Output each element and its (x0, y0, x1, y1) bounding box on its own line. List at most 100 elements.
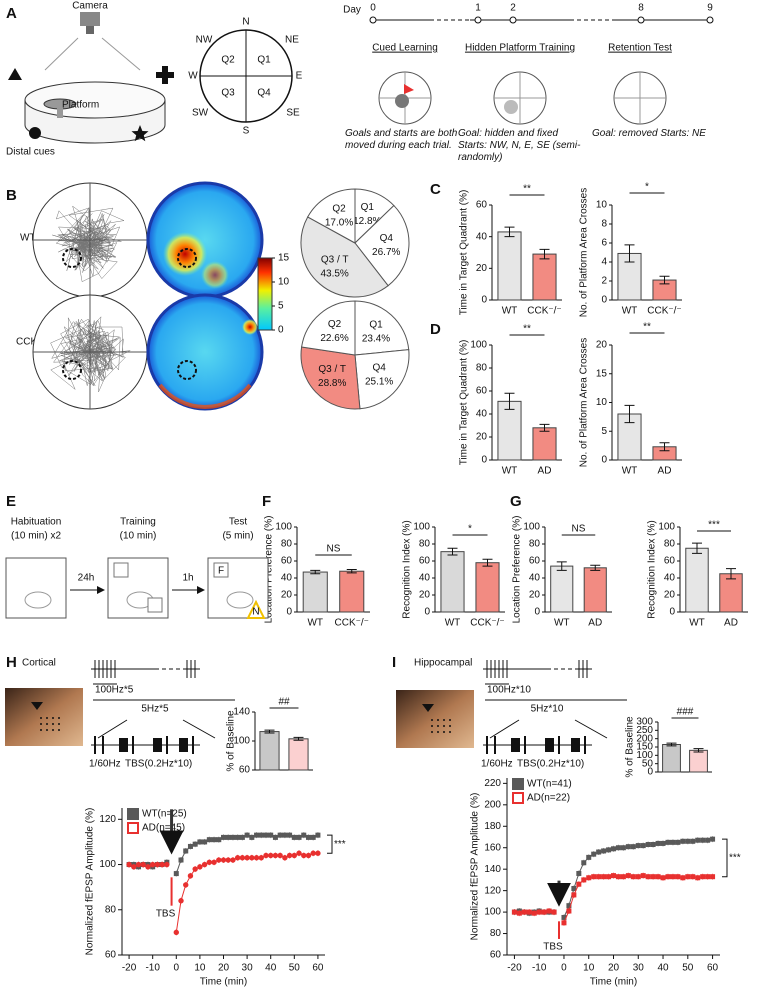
point (301, 852, 307, 859)
point (258, 832, 264, 838)
y-tick-label: 20 (529, 590, 541, 601)
colorbar (257, 257, 273, 331)
stage-title: Hidden Platform Training (465, 43, 575, 54)
point (296, 850, 302, 856)
point (536, 909, 542, 915)
x-tick-label: 20 (218, 963, 230, 974)
point (310, 850, 316, 856)
point (576, 870, 582, 876)
y-axis-label: % of Baseline (226, 710, 237, 772)
y-tick-label: 0 (669, 607, 675, 618)
direction: NE (285, 35, 299, 46)
point (315, 832, 321, 838)
line (489, 719, 520, 739)
stage-label: Test (229, 517, 248, 528)
error-bar (726, 568, 736, 580)
point (253, 855, 260, 861)
day: 0 (370, 3, 376, 14)
y-tick-label: 160 (484, 842, 501, 853)
slice-label: Q1 (369, 319, 383, 330)
x-tick-label: 20 (608, 963, 620, 974)
swim-trace (52, 205, 125, 283)
y-tick-label: 40 (281, 573, 293, 584)
point (206, 837, 212, 843)
point (526, 909, 532, 915)
y-tick-label: 60 (664, 556, 676, 567)
cue-star (131, 125, 149, 142)
point (685, 874, 691, 880)
point (655, 874, 661, 880)
slice-value: 25.1% (365, 377, 393, 388)
delay: 1h (182, 573, 193, 584)
point (220, 857, 227, 863)
point (680, 875, 686, 881)
point (625, 844, 631, 850)
y-tick-label: 60 (476, 200, 488, 211)
label: Camera (72, 1, 108, 12)
error-bar (504, 226, 515, 238)
object-label: F (218, 566, 224, 577)
pie-slice (306, 188, 356, 244)
point (282, 832, 288, 838)
point (263, 832, 269, 838)
point (571, 892, 577, 898)
cue-triangle (8, 68, 22, 80)
point (700, 837, 706, 843)
y-tick-label: 0 (647, 767, 653, 778)
point (249, 834, 255, 840)
bar (719, 573, 743, 613)
bar (339, 570, 365, 613)
x-tick-label: CCK⁻/⁻ (470, 618, 504, 629)
object (113, 562, 129, 578)
point (586, 875, 592, 881)
error-bar (659, 275, 670, 285)
point (601, 874, 607, 880)
y-tick-label: 20 (419, 590, 431, 601)
electrode-dot (449, 719, 451, 721)
direction: S (243, 126, 250, 137)
slice-value: 26.7% (372, 247, 400, 258)
significance: *** (708, 520, 720, 531)
quadrant: Q1 (257, 55, 271, 66)
y-tick-label: 80 (419, 539, 431, 550)
electrode-dot (431, 731, 433, 733)
point (234, 855, 241, 861)
point (690, 874, 696, 880)
y-tick-label: 8 (601, 219, 607, 230)
y-tick-label: 20 (596, 340, 608, 351)
x-tick-label: AD (588, 618, 602, 629)
electrode-dot (46, 723, 48, 725)
point (655, 840, 661, 846)
point (263, 852, 269, 859)
error-bar (624, 244, 635, 263)
slice-value: 22.6% (320, 333, 348, 344)
y-tick-label: 0 (601, 455, 607, 466)
y-tick-label: 0 (481, 295, 487, 306)
y-tick-label: 80 (664, 539, 676, 550)
point (650, 842, 656, 848)
slice-label: Q1 (361, 202, 375, 213)
caption-text: Goal: hidden and fixed Starts: NW, N, E,… (458, 128, 581, 163)
label: Platform (62, 100, 99, 111)
bar (532, 253, 557, 301)
point (611, 873, 616, 879)
point (221, 834, 226, 840)
slice-value: 23.4% (362, 333, 390, 344)
point (305, 834, 311, 840)
point (630, 874, 636, 880)
point (675, 874, 681, 880)
annotation: TBS (543, 942, 563, 953)
hotspot (201, 261, 229, 289)
electrode-dot (449, 731, 451, 733)
stage-label: Habituation (11, 517, 62, 528)
point (665, 874, 671, 880)
y-tick-label: 40 (419, 573, 431, 584)
error-bar (539, 248, 550, 260)
point (287, 832, 293, 838)
point (230, 834, 236, 840)
point (211, 859, 217, 865)
novel-object (246, 599, 266, 619)
x-tick-label: AD (538, 466, 552, 477)
point (291, 852, 298, 859)
panel-letter: F (262, 493, 271, 510)
